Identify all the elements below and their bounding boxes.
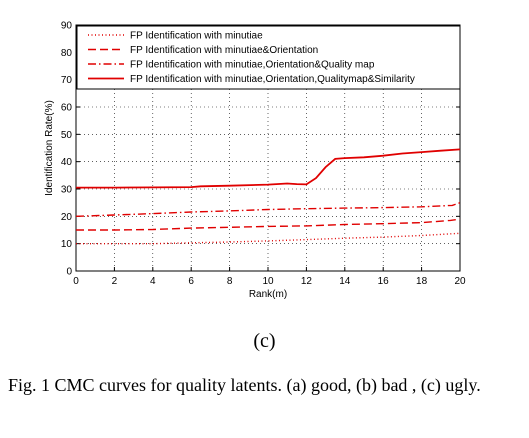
x-tick-label: 12 bbox=[301, 276, 313, 287]
legend-entry: FP Identification with minutiae,Orientat… bbox=[130, 60, 375, 71]
cmc-chart: 0 2 4 6 8 10 12 14 16 18 20 0 10 20 30 40 50 60 70 80 90 FP … bbox=[44, 21, 466, 301]
y-tick-label: 90 bbox=[61, 21, 73, 32]
y-tick-label: 10 bbox=[61, 239, 73, 250]
y-tick-label: 30 bbox=[61, 185, 73, 196]
series-line-4 bbox=[76, 148, 461, 189]
y-tick-label: 80 bbox=[61, 48, 73, 59]
series-lines bbox=[75, 148, 461, 245]
y-tick-label: 50 bbox=[61, 130, 73, 141]
x-tick-label: 2 bbox=[112, 276, 118, 287]
x-tick-label: 4 bbox=[150, 276, 156, 287]
x-tick-label: 10 bbox=[262, 276, 274, 287]
subfigure-label: (c) bbox=[253, 330, 276, 352]
x-tick-label: 16 bbox=[378, 276, 390, 287]
y-tick-label: 60 bbox=[61, 103, 73, 114]
y-tick-label: 20 bbox=[61, 212, 73, 223]
figure-caption: Fig. 1 CMC curves for quality latents. (… bbox=[8, 375, 481, 395]
x-tick-label: 8 bbox=[227, 276, 233, 287]
series-line-3 bbox=[75, 202, 461, 217]
y-tick-label: 70 bbox=[61, 75, 73, 86]
legend-entry: FP Identification with minutiae,Orientat… bbox=[130, 74, 415, 85]
legend-entry: FP Identification with minutiae bbox=[130, 31, 263, 42]
y-axis-label: Identification Rate(%) bbox=[44, 100, 55, 196]
x-tick-label: 6 bbox=[188, 276, 194, 287]
x-tick-label: 18 bbox=[416, 276, 428, 287]
series-line-1 bbox=[76, 232, 461, 245]
x-axis-label: Rank(m) bbox=[249, 289, 287, 300]
legend-box bbox=[76, 25, 461, 90]
legend-entry: FP Identification with minutiae&Orientat… bbox=[130, 45, 318, 56]
x-tick-label: 0 bbox=[73, 276, 79, 287]
y-tick-label: 40 bbox=[61, 157, 73, 168]
x-tick-label: 14 bbox=[339, 276, 351, 287]
y-tick-label: 0 bbox=[66, 267, 72, 278]
x-tick-label: 20 bbox=[454, 276, 466, 287]
series-line-2 bbox=[76, 218, 461, 231]
legend: FP Identification with minutiae FP Identi… bbox=[76, 25, 461, 90]
